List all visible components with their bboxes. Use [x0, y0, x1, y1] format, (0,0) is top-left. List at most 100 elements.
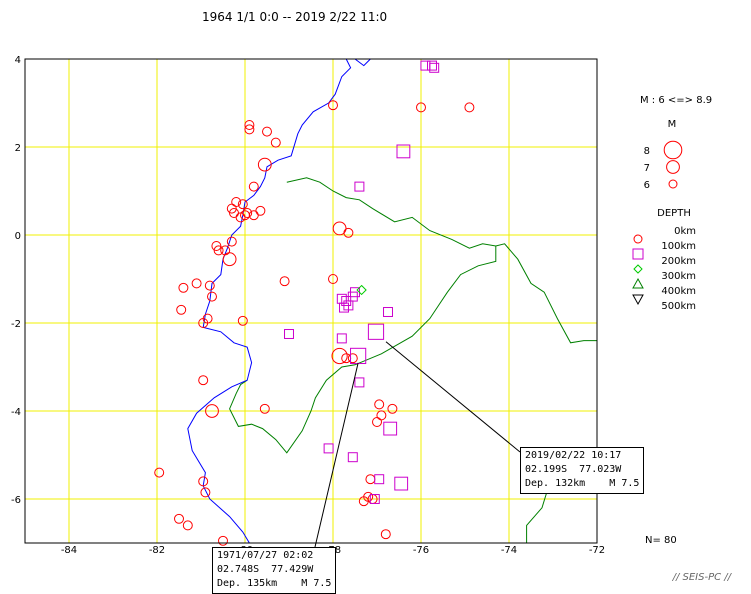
earthquake-events: [154, 60, 475, 546]
footer-credit: // SEIS-PC //: [672, 572, 731, 583]
leader-line-1971: [314, 362, 359, 548]
event-count: N= 80: [645, 535, 677, 546]
event-intermediate: [383, 307, 393, 317]
event-intermediate: [394, 476, 409, 491]
event-shallow: [176, 304, 187, 315]
event-shallow: [262, 126, 272, 137]
event-shallow: [207, 291, 217, 302]
callout-1971: 1971/07/27 02:02 02.748S 77.429W Dep. 13…: [212, 547, 337, 594]
event-shallow: [270, 137, 281, 148]
event-shallow: [237, 315, 248, 326]
map-frame: [24, 58, 598, 544]
x-tick-label: -82: [149, 545, 165, 556]
border-path: [286, 177, 597, 344]
event-shallow: [279, 276, 290, 287]
event-shallow: [198, 476, 209, 487]
leader-line-2019: [385, 341, 521, 453]
callout-1971-line2: 02.748S 77.429W: [217, 564, 314, 575]
legend-depth-triangle-down: [632, 294, 644, 306]
event-intermediate: [343, 300, 354, 311]
event-shallow: [259, 403, 270, 414]
legend: M : 6 <=> 8.9 M 8 7 6 DEPTH 0km 100km 200km 300km…: [632, 95, 712, 312]
legend-depth-label: 100km: [661, 241, 696, 252]
coastline: [187, 58, 371, 544]
legend-m-circle: [663, 140, 683, 160]
coastline-path: [346, 58, 371, 67]
event-intermediate: [323, 443, 334, 454]
event-shallow: [154, 467, 165, 478]
legend-m-circle: [668, 179, 678, 189]
event-shallow: [328, 274, 338, 284]
event-intermediate: [374, 474, 385, 485]
event-shallow: [248, 181, 259, 192]
event-shallow: [255, 205, 266, 216]
event-intermediate: [427, 60, 437, 71]
callout-2019: 2019/02/22 10:17 02.199S 77.023W Dep. 13…: [520, 447, 645, 494]
event-shallow: [248, 210, 259, 221]
event-shallow: [182, 520, 193, 531]
event-shallow: [464, 102, 475, 113]
map-title: 1964 1/1 0:0 -- 2019 2/22 11:0: [202, 10, 388, 24]
event-intermediate: [429, 62, 440, 73]
event-intermediate: [420, 60, 431, 71]
event-shallow: [372, 417, 382, 427]
coastline-path: [187, 58, 352, 544]
legend-m-label: 8: [644, 146, 650, 157]
event-shallow: [204, 280, 215, 291]
legend-m-label: 6: [644, 180, 650, 191]
event-intermediate: [369, 494, 380, 504]
callout-2019-line1: 2019/02/22 10:17: [525, 450, 622, 461]
y-tick-label: -4: [11, 407, 21, 418]
event-intermediate: [347, 452, 358, 463]
legend-m-label: 7: [644, 163, 650, 174]
event-shallow: [376, 410, 387, 421]
event-shallow: [365, 474, 376, 485]
legend-depth-label: 500km: [661, 301, 696, 312]
y-tick-label: 0: [15, 231, 21, 242]
legend-depth-label: 300km: [661, 271, 696, 282]
border-path: [229, 246, 497, 454]
legend-depth-square: [632, 248, 644, 260]
event-intermediate: [336, 333, 347, 344]
callout-leader-lines: [314, 341, 521, 548]
event-shallow: [229, 208, 239, 218]
event-shallow: [380, 529, 391, 540]
legend-m-range: M : 6 <=> 8.9: [640, 95, 712, 106]
legend-m-title: M: [668, 119, 677, 130]
event-shallow: [174, 513, 184, 524]
event-shallow: [213, 245, 224, 256]
event-shallow: [205, 404, 219, 418]
event-shallow: [218, 535, 228, 546]
legend-depth-circle: [633, 234, 643, 244]
event-shallow: [244, 120, 255, 130]
event-intermediate: [354, 377, 365, 388]
y-tick-label: 4: [15, 55, 21, 66]
event-shallow: [237, 199, 248, 210]
y-tick-labels: 4 2 0 -2 -4 -6: [11, 55, 21, 506]
event-shallow: [358, 496, 369, 507]
event-shallow: [191, 278, 202, 289]
legend-depth-title: DEPTH: [657, 208, 691, 219]
x-tick-label: -84: [61, 545, 77, 556]
y-tick-label: -2: [11, 319, 21, 330]
map-grid: [25, 59, 597, 543]
event-shallow: [222, 252, 237, 267]
legend-depth-label: 200km: [661, 256, 696, 267]
event-shallow: [257, 157, 272, 172]
callout-2019-line3: Dep. 132km M 7.5: [525, 478, 640, 489]
y-tick-label: -6: [11, 495, 21, 506]
event-shallow: [347, 353, 358, 364]
callout-1971-line3: Dep. 135km M 7.5: [217, 578, 332, 589]
event-intermediate: [367, 323, 385, 340]
event-shallow: [198, 375, 209, 386]
legend-depth-diamond: [633, 264, 643, 274]
legend-depth-label: 0km: [674, 226, 696, 237]
y-tick-label: 2: [15, 143, 21, 154]
event-shallow: [332, 221, 347, 236]
x-tick-label: -72: [589, 545, 605, 556]
callout-2019-line2: 02.199S 77.023W: [525, 464, 622, 475]
event-intermediate: [284, 329, 294, 339]
event-shallow: [374, 399, 385, 410]
event-shallow: [416, 102, 426, 113]
